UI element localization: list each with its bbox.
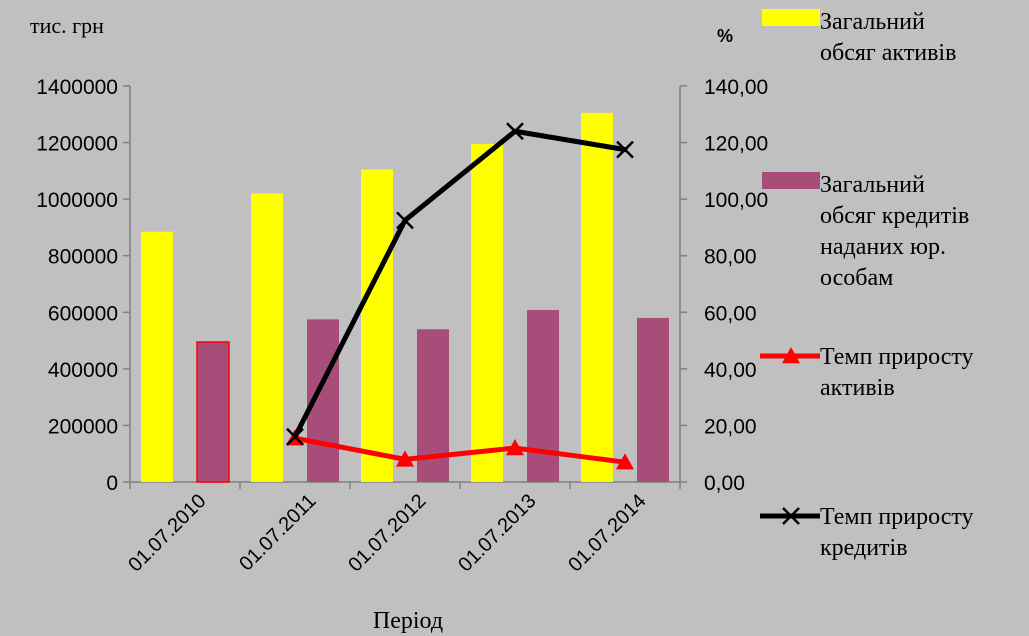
point-assets-growth xyxy=(616,453,634,470)
y-tick-label-left: 600000 xyxy=(48,302,118,325)
x-tick-label: 01.07.2010 xyxy=(124,490,210,576)
bar-assets xyxy=(361,169,393,482)
bar-credits xyxy=(527,310,559,482)
lines xyxy=(286,122,634,470)
x-tick-label: 01.07.2011 xyxy=(235,490,320,575)
x-tick-label: 01.07.2012 xyxy=(344,490,430,576)
bar-assets xyxy=(471,143,503,482)
y-tick-label-left: 1400000 xyxy=(36,76,118,99)
legend-marker xyxy=(782,507,800,525)
bar-assets xyxy=(141,231,173,482)
x-tick-label: 01.07.2013 xyxy=(454,490,540,576)
legend-swatch xyxy=(762,9,820,26)
y-tick-label-right: 60,00 xyxy=(704,302,757,325)
bar-assets xyxy=(581,112,613,482)
point-assets-growth xyxy=(506,439,524,456)
y-tick-label-right: 140,00 xyxy=(704,76,768,99)
legend-swatch xyxy=(762,172,820,189)
y-tick-label-left: 200000 xyxy=(48,415,118,438)
legend-label: Темп приросту кредитів xyxy=(820,504,974,561)
legend-label: Загальний обсяг кредитів наданих юр. особам xyxy=(820,172,969,291)
bar-credits xyxy=(637,317,669,482)
y-tick-label-left: 800000 xyxy=(48,246,118,269)
y-axis-label-left: тис. грн xyxy=(30,13,104,38)
y-tick-label-right: 20,00 xyxy=(704,415,757,438)
y-tick-label-right: 120,00 xyxy=(704,133,768,156)
y-tick-label-right: 0,00 xyxy=(704,472,745,495)
x-tick-label: 01.07.2014 xyxy=(564,490,650,576)
legend-label: Загальний обсяг активів xyxy=(820,9,956,66)
bar-assets xyxy=(251,193,283,482)
y-axis-label-right: % xyxy=(717,26,733,46)
y-tick-label-right: 40,00 xyxy=(704,359,757,382)
y-tick-label-right: 80,00 xyxy=(704,246,757,269)
bars xyxy=(141,112,669,483)
legend: Загальний обсяг активів Загальний обсяг кре… xyxy=(760,9,974,561)
x-axis-label: Період xyxy=(373,608,443,634)
legend-marker xyxy=(782,347,800,364)
legend-label: Темп приросту активів xyxy=(820,344,974,401)
y-tick-label-left: 1200000 xyxy=(36,133,118,156)
point-credits-growth xyxy=(286,427,304,446)
point-credits-growth xyxy=(396,211,414,230)
line-assets-growth xyxy=(292,435,628,465)
point-credits-growth xyxy=(616,140,634,159)
point-assets-growth xyxy=(396,450,414,467)
line-credits-growth xyxy=(292,128,628,440)
y-tick-label-right: 100,00 xyxy=(704,189,768,212)
bar-credits xyxy=(196,341,230,483)
y-tick-label-left: 0 xyxy=(106,472,118,495)
point-credits-growth xyxy=(506,122,524,141)
y-tick-label-left: 1000000 xyxy=(36,189,118,212)
y-tick-label-left: 400000 xyxy=(48,359,118,382)
